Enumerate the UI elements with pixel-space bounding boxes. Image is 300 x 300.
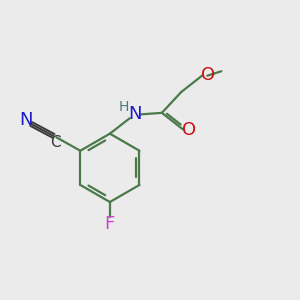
Text: C: C [50,135,60,150]
Text: F: F [105,215,115,233]
Text: O: O [202,66,216,84]
Text: O: O [182,121,196,139]
Text: N: N [128,105,142,123]
Text: N: N [19,111,33,129]
Text: H: H [119,100,129,114]
